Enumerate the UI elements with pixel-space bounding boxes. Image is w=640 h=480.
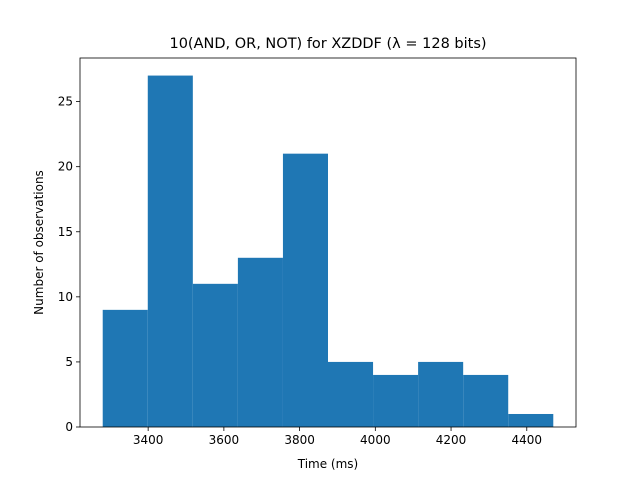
y-tick-label: 0 (65, 420, 73, 434)
histogram-bar (418, 361, 464, 427)
x-tick-label: 4200 (436, 433, 467, 447)
x-axis-ticks: 3400 3600 3800 4000 4200 4400 (133, 427, 542, 447)
histogram-bars (102, 75, 554, 428)
histogram-bar (463, 374, 509, 427)
y-tick-label: 15 (58, 225, 73, 239)
x-tick-label: 3400 (133, 433, 164, 447)
x-tick-label: 4000 (360, 433, 391, 447)
y-axis-ticks: 0 5 10 15 20 25 (58, 95, 80, 434)
y-axis-label: Number of observations (32, 170, 46, 315)
histogram-bar (147, 75, 193, 428)
x-tick-label: 4400 (512, 433, 543, 447)
histogram-bar (508, 413, 554, 427)
y-tick-label: 20 (58, 160, 73, 174)
histogram-bar (373, 374, 419, 427)
x-tick-label: 3600 (209, 433, 240, 447)
histogram-bar (282, 153, 328, 427)
y-tick-label: 10 (58, 290, 73, 304)
x-axis-label: Time (ms) (297, 457, 359, 471)
histogram-bar (328, 361, 374, 427)
histogram-bar (192, 283, 238, 427)
histogram-bar (237, 257, 283, 427)
histogram-bar (102, 309, 148, 427)
x-tick-label: 3800 (284, 433, 315, 447)
chart-title: 10(AND, OR, NOT) for XZDDF (λ = 128 bits… (169, 36, 486, 52)
y-tick-label: 25 (58, 95, 73, 109)
y-tick-label: 5 (65, 355, 73, 369)
plot-frame (79, 57, 577, 428)
